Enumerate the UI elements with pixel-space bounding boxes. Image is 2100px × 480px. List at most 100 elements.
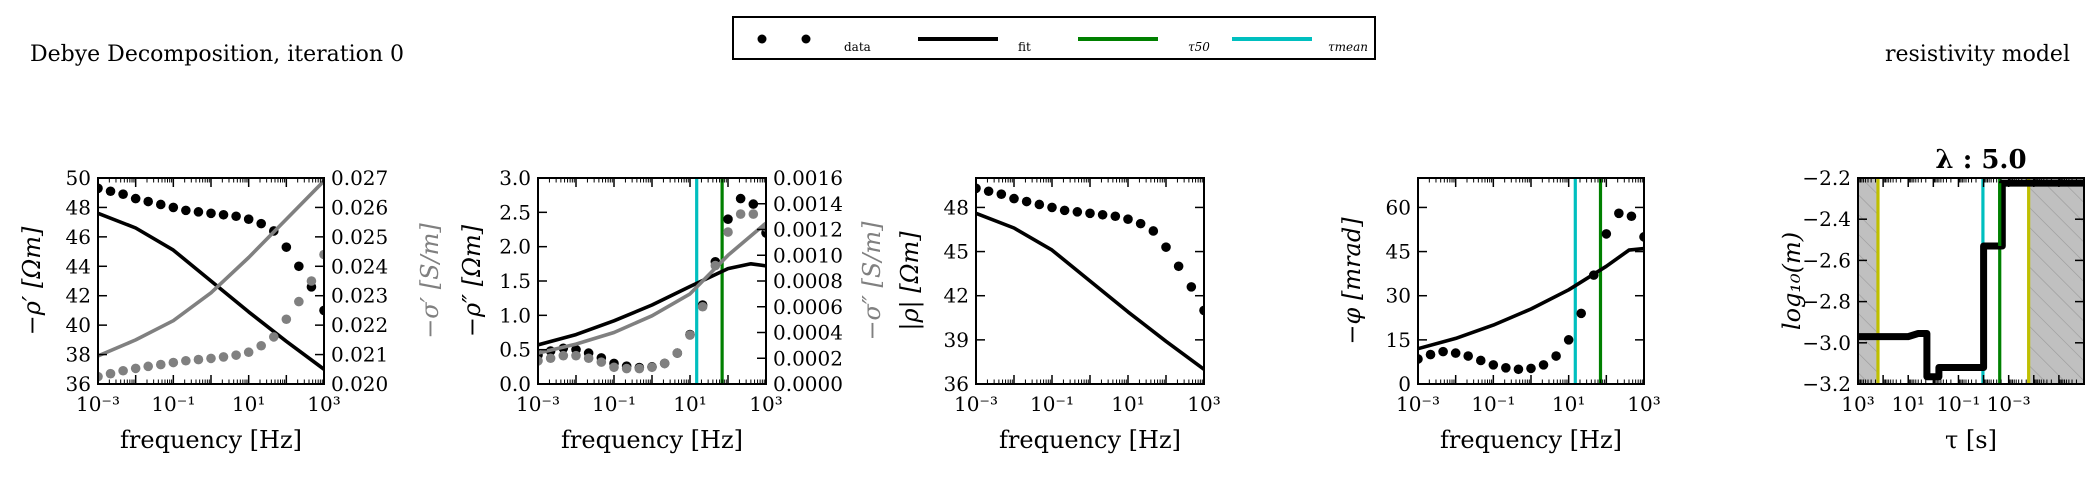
y-tick-label: 3.0 xyxy=(499,166,531,190)
y-axis-label: −ρ″ [Ωm] xyxy=(458,224,486,337)
data-point xyxy=(1576,308,1586,319)
y-tick-label: −3.2 xyxy=(1802,372,1851,396)
y-tick-label: 0.0 xyxy=(499,372,531,396)
y-right-tick-label: 0.026 xyxy=(331,195,388,219)
data-point xyxy=(130,193,141,204)
data-point xyxy=(1034,199,1045,210)
data-point xyxy=(281,242,292,252)
data-point xyxy=(268,332,279,342)
y-tick-label: 39 xyxy=(944,328,969,352)
legend-line-taumean xyxy=(1232,37,1312,41)
data-point xyxy=(1425,349,1436,360)
x-axis-label: frequency [Hz] xyxy=(120,426,302,454)
x-tick-label: 10⁻¹ xyxy=(1030,392,1074,416)
y-right-tick-label: 0.0010 xyxy=(773,243,843,267)
data-point xyxy=(723,214,733,224)
data-point xyxy=(583,353,594,364)
data-point xyxy=(1475,355,1486,366)
data-point xyxy=(609,362,619,373)
legend-line-tau50 xyxy=(1078,37,1158,41)
data-point xyxy=(118,365,128,376)
data-point xyxy=(319,249,324,260)
data-point xyxy=(672,348,683,358)
chart-panel-4: 10⁻³ 10⁻¹ 10¹ 10³ 0 15 30 45 60 frequency [Hz] −φ … xyxy=(1338,177,1661,454)
model-line xyxy=(1858,179,2084,381)
x-tick-label: 10¹ xyxy=(673,392,706,416)
x-axis-label: frequency [Hz] xyxy=(1440,426,1622,454)
data-point xyxy=(571,350,581,361)
data-point xyxy=(1538,360,1549,370)
y-right-tick-label: 0.023 xyxy=(331,284,388,308)
figure-title: Debye Decomposition, iteration 0 xyxy=(30,42,405,67)
legend-entry-taumean: τmean xyxy=(1232,18,1392,62)
data-point xyxy=(1021,196,1032,207)
x-tick-label: 10¹ xyxy=(232,392,265,416)
data-point xyxy=(1123,214,1133,224)
data-point xyxy=(243,214,254,224)
shaded-region xyxy=(2028,178,2084,384)
y-right-tick-label: 0.027 xyxy=(331,166,388,190)
y-axis-label: |ρ| [Ωm] xyxy=(896,231,925,331)
data-point xyxy=(1009,193,1019,204)
y-right-tick-label: 0.024 xyxy=(331,254,388,278)
y-tick-label: 42 xyxy=(944,284,969,308)
y-tick-label: 42 xyxy=(66,284,91,308)
y-right-tick-label: 0.0012 xyxy=(773,218,843,242)
data-point xyxy=(155,199,166,210)
data-point xyxy=(748,209,759,219)
data-point xyxy=(735,209,746,219)
plot-area xyxy=(98,179,324,382)
legend-label: fit xyxy=(1018,40,1031,54)
x-tick-label: 10⁻³ xyxy=(1987,392,2031,416)
chart-panel-1: 10⁻³ 10⁻¹ 10¹ 10³ 36 38 40 42 44 46 48 50 0.020 0.021… xyxy=(18,166,444,454)
x-tick-label: 10⁻³ xyxy=(76,392,120,416)
x-tick-label: 10³ xyxy=(307,392,340,416)
y-tick-label: 40 xyxy=(66,313,91,337)
x-tick-label: 10³ xyxy=(749,392,782,416)
y-axis-label: −φ [mrad] xyxy=(1338,217,1366,345)
y-tick-label: 44 xyxy=(66,254,91,278)
series-line xyxy=(538,221,766,355)
data-point xyxy=(1601,229,1612,239)
data-point xyxy=(621,363,632,374)
y-right-axis-label: −σ″ [S/m] xyxy=(858,221,886,341)
data-point xyxy=(1072,207,1083,217)
legend-label: τmean xyxy=(1328,40,1369,54)
series-line xyxy=(1418,246,1644,351)
data-point xyxy=(130,363,141,374)
series-line xyxy=(98,211,324,371)
y-tick-label: 2.0 xyxy=(499,235,531,259)
x-tick-label: 10¹ xyxy=(1552,392,1585,416)
data-point xyxy=(558,350,569,361)
data-point xyxy=(1501,363,1511,373)
data-point xyxy=(294,296,304,307)
data-point xyxy=(1110,211,1121,222)
x-tick-label: 10⁻³ xyxy=(954,392,998,416)
data-point xyxy=(118,189,128,199)
y-tick-label: −2.4 xyxy=(1802,207,1851,231)
data-point xyxy=(1085,208,1095,219)
data-point xyxy=(1047,202,1057,213)
data-point xyxy=(735,193,746,204)
data-point xyxy=(1161,242,1171,252)
panel-title: λ : 5.0 xyxy=(1935,145,2026,175)
data-point xyxy=(1563,335,1574,345)
y-tick-label: −2.2 xyxy=(1802,166,1851,190)
data-point xyxy=(206,353,216,364)
x-tick-label: 10³ xyxy=(1627,392,1660,416)
x-tick-label: 10⁻³ xyxy=(1396,392,1440,416)
data-point xyxy=(538,356,543,366)
y-tick-label: 45 xyxy=(944,240,969,264)
plot-area xyxy=(1858,178,2084,384)
data-point xyxy=(1626,211,1637,222)
data-point xyxy=(976,183,981,194)
y-right-tick-label: 0.0006 xyxy=(773,295,843,319)
y-right-axis-label: −σ′ [S/m] xyxy=(416,223,444,339)
y-right-tick-label: 0.022 xyxy=(331,313,388,337)
data-point xyxy=(1199,305,1204,316)
data-point xyxy=(143,196,153,207)
y-tick-label: 0.5 xyxy=(499,338,531,362)
data-point xyxy=(1186,282,1197,292)
data-point xyxy=(596,357,607,367)
x-axis-label: frequency [Hz] xyxy=(561,426,743,454)
